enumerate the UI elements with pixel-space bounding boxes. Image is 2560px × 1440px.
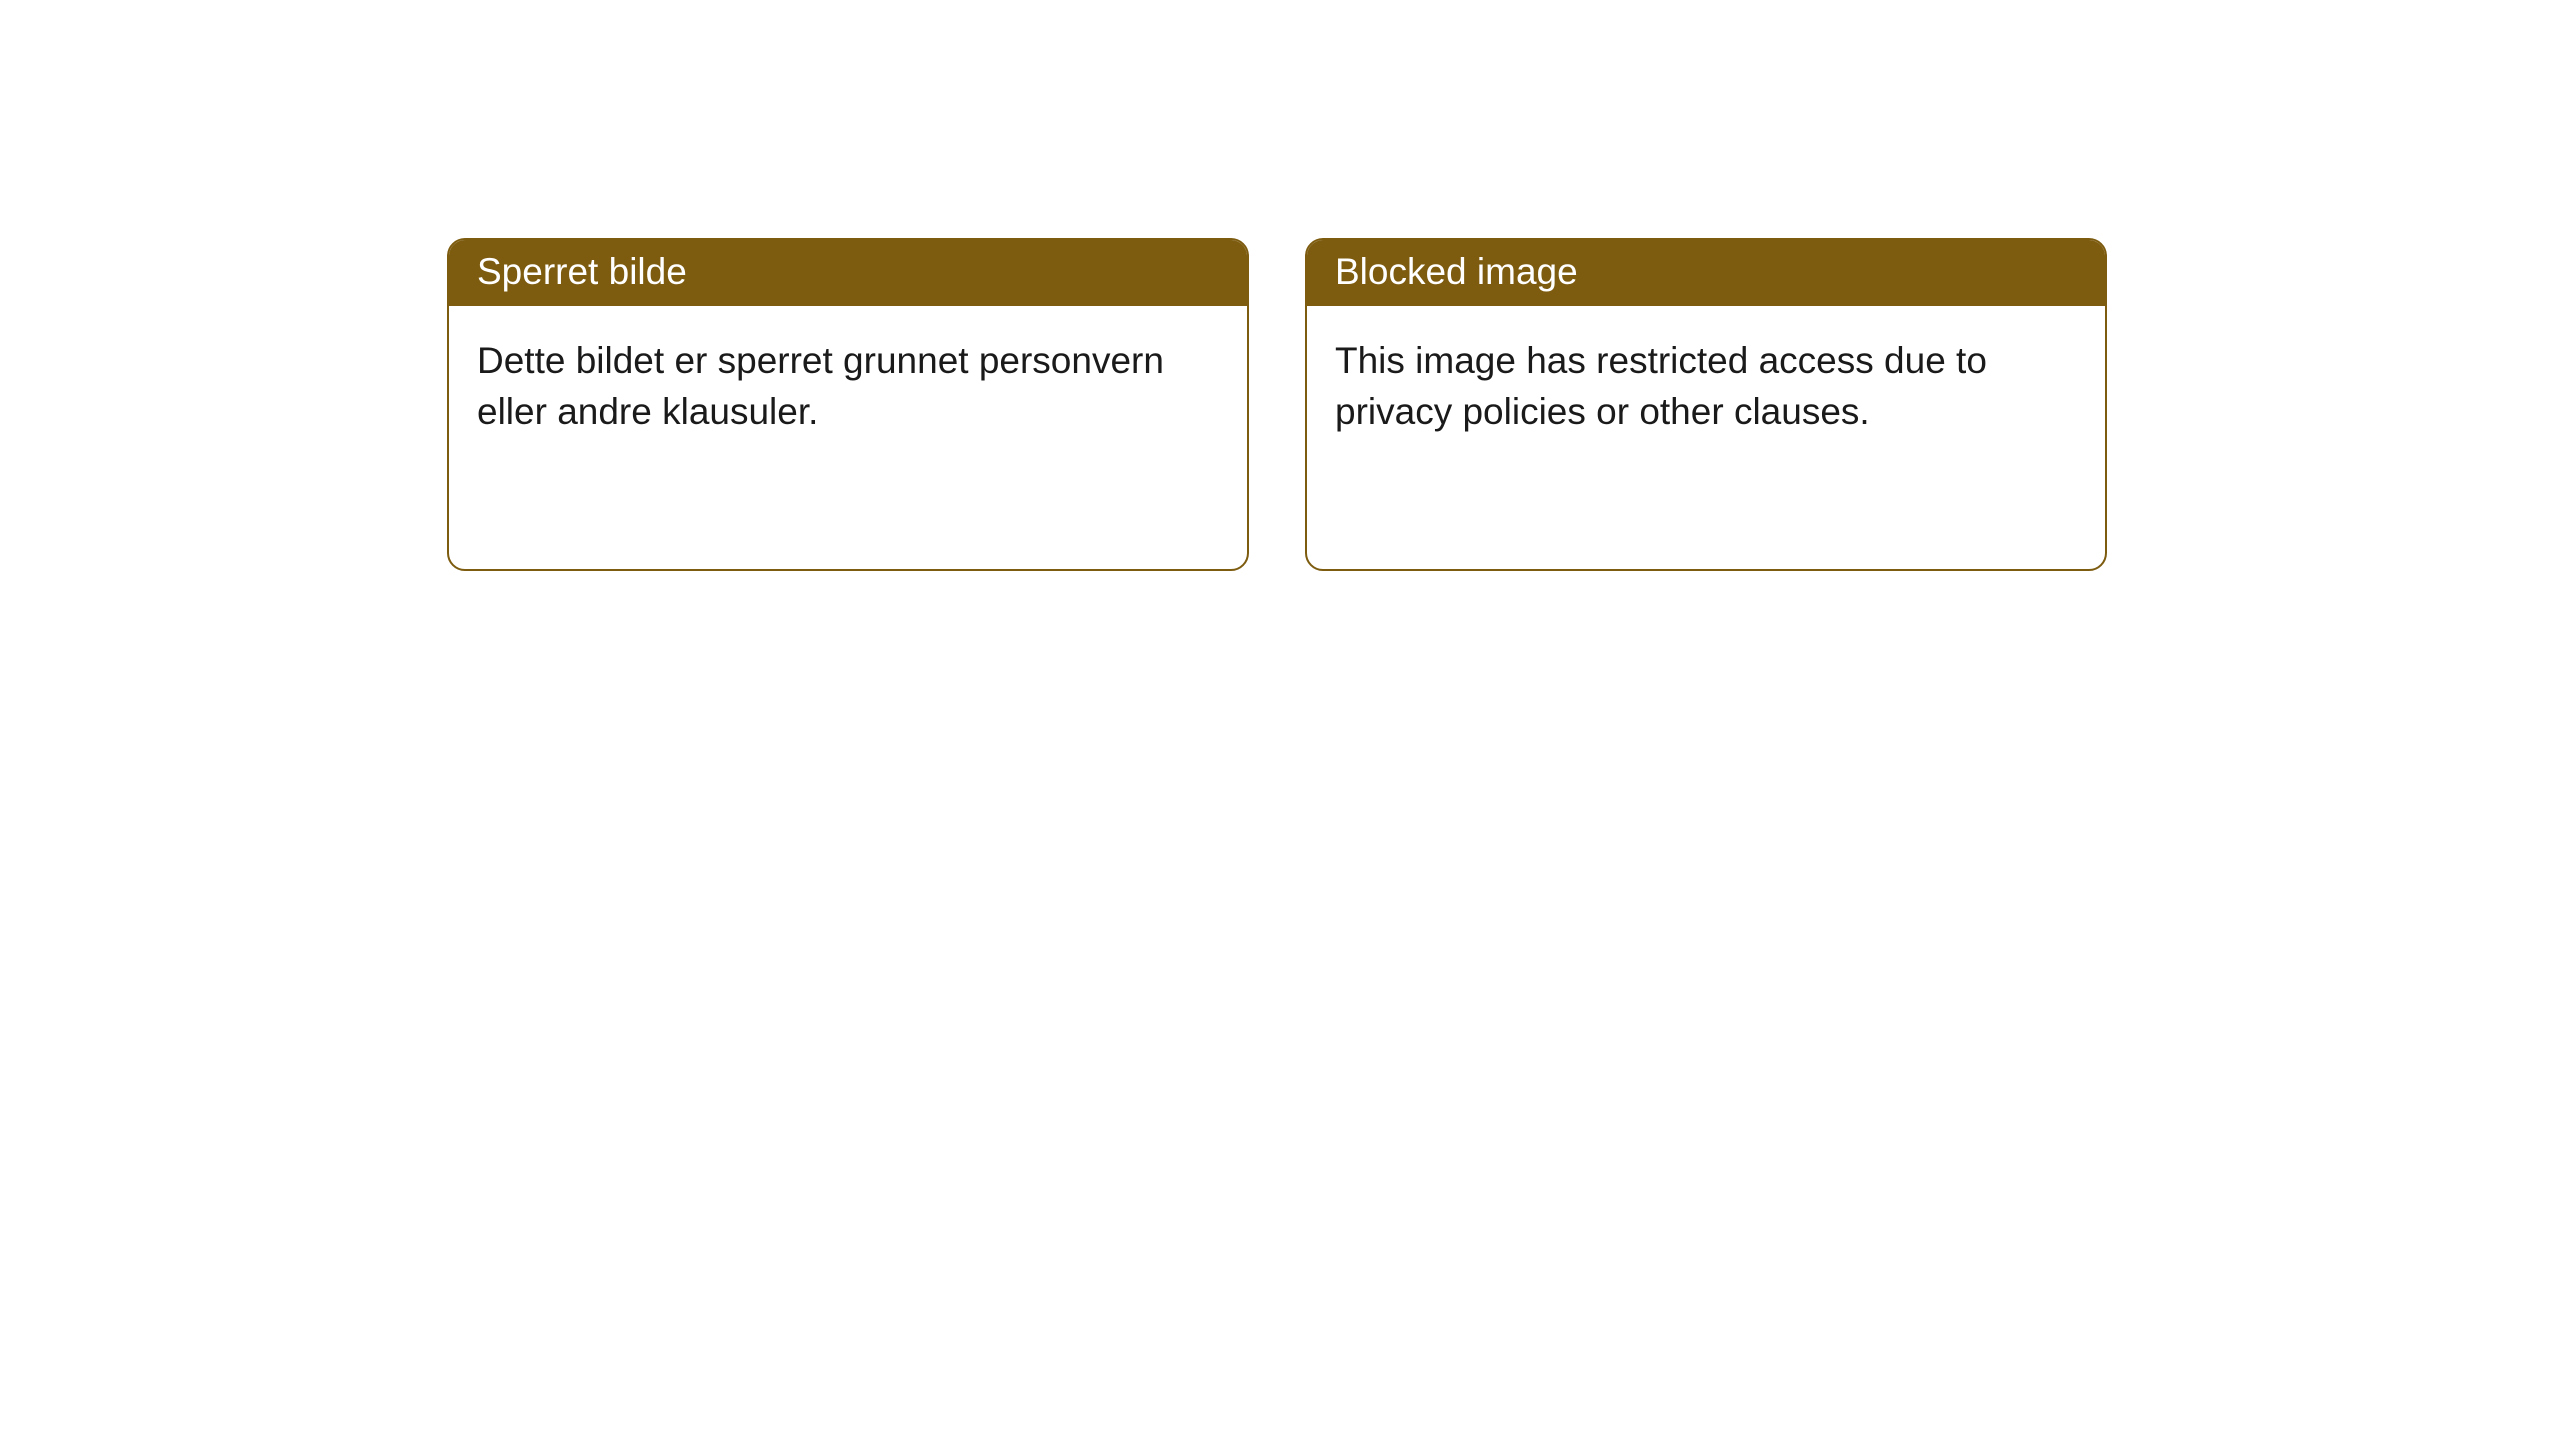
card-title: Sperret bilde bbox=[477, 251, 687, 292]
card-body: This image has restricted access due to … bbox=[1307, 306, 2105, 465]
card-header: Sperret bilde bbox=[449, 240, 1247, 306]
card-header: Blocked image bbox=[1307, 240, 2105, 306]
card-title: Blocked image bbox=[1335, 251, 1578, 292]
cards-container: Sperret bilde Dette bildet er sperret gr… bbox=[0, 0, 2560, 571]
card-body-text: This image has restricted access due to … bbox=[1335, 340, 1987, 432]
blocked-image-card-no: Sperret bilde Dette bildet er sperret gr… bbox=[447, 238, 1249, 571]
card-body: Dette bildet er sperret grunnet personve… bbox=[449, 306, 1247, 465]
blocked-image-card-en: Blocked image This image has restricted … bbox=[1305, 238, 2107, 571]
card-body-text: Dette bildet er sperret grunnet personve… bbox=[477, 340, 1164, 432]
